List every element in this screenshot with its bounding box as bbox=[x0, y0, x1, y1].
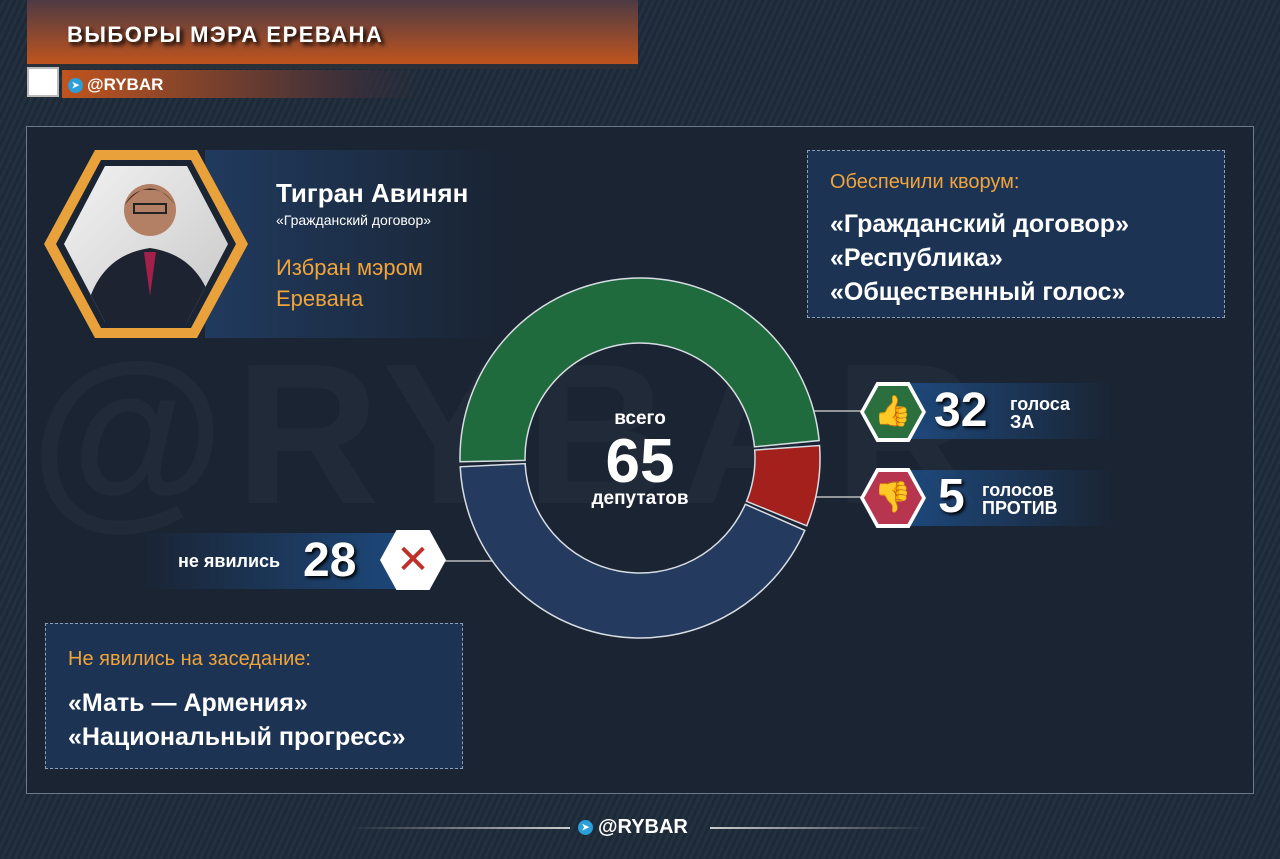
votes-for-line2: ЗА bbox=[1010, 412, 1035, 432]
quorum-party: «Гражданский договор» bbox=[830, 210, 1129, 238]
absent-heading: Не явились на заседание: bbox=[68, 648, 311, 670]
telegram-icon: ➤ bbox=[578, 820, 593, 835]
footer-line bbox=[350, 827, 570, 829]
thumbs-down-icon: 👎 bbox=[864, 472, 922, 524]
center-label-top: всего bbox=[614, 408, 666, 429]
votes-for-line1: голоса bbox=[1010, 394, 1071, 414]
footer-line bbox=[710, 827, 930, 829]
candidate-name: Тигран Авинян bbox=[276, 178, 469, 208]
absent-label: не явились bbox=[178, 551, 281, 571]
qr-code-icon bbox=[27, 67, 59, 97]
quorum-box: Обеспечили кворум: «Гражданский договор»… bbox=[807, 150, 1225, 318]
votes-for-value: 32 bbox=[934, 384, 988, 437]
thumbs-up-icon: 👍 bbox=[864, 386, 922, 438]
cross-icon: ✕ bbox=[380, 530, 446, 590]
title-banner: ВЫБОРЫ МЭРА ЕРЕВАНА bbox=[27, 0, 638, 64]
votes-for-label: голоса ЗА bbox=[1010, 395, 1070, 431]
handle-bar: ➤ @RYBAR bbox=[62, 70, 422, 98]
candidate-party: «Гражданский договор» bbox=[276, 212, 432, 228]
votes-against-line1: голосов bbox=[982, 480, 1054, 500]
absent-party: «Мать — Армения» bbox=[68, 689, 308, 717]
votes-against-row bbox=[895, 470, 1115, 526]
votes-against-label: голосов ПРОТИВ bbox=[982, 481, 1058, 517]
page-title: ВЫБОРЫ МЭРА ЕРЕВАНА bbox=[67, 22, 384, 47]
center-total: 65 bbox=[606, 427, 675, 496]
quorum-heading: Обеспечили кворум: bbox=[830, 171, 1020, 193]
absent-party: «Национальный прогресс» bbox=[68, 723, 406, 751]
footer-handle[interactable]: @RYBAR bbox=[598, 816, 688, 838]
votes-against-line2: ПРОТИВ bbox=[982, 498, 1058, 518]
absent-box: Не явились на заседание: «Мать — Армения… bbox=[45, 623, 463, 769]
channel-handle[interactable]: @RYBAR bbox=[87, 75, 164, 94]
votes-for-row bbox=[895, 383, 1115, 439]
donut-slice-3 bbox=[459, 462, 806, 639]
quorum-party: «Общественный голос» bbox=[830, 278, 1126, 306]
candidate-status: Избран мэром Еревана bbox=[276, 255, 423, 311]
center-label-bottom: депутатов bbox=[591, 488, 688, 509]
divider bbox=[27, 64, 638, 69]
candidate-panel bbox=[205, 150, 505, 338]
donut-slice-2 bbox=[745, 444, 821, 527]
votes-against-value: 5 bbox=[938, 470, 965, 523]
donut-slice-1 bbox=[459, 277, 820, 463]
absent-row bbox=[140, 533, 420, 589]
telegram-icon: ➤ bbox=[68, 77, 83, 93]
absent-value: 28 bbox=[303, 534, 357, 587]
quorum-party: «Республика» bbox=[830, 244, 1003, 272]
